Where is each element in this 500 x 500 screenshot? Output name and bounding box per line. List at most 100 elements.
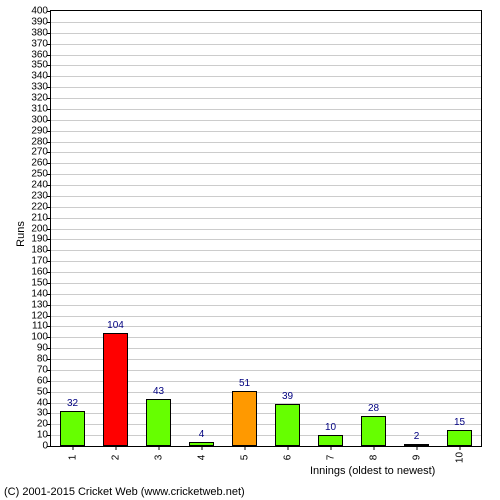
x-tick-label: 3: [153, 455, 164, 461]
x-tick-label: 7: [325, 455, 336, 461]
chart-container: 0102030405060708090100110120130140150160…: [0, 0, 500, 500]
gridline: [51, 142, 481, 143]
y-tick-label: 10: [37, 430, 48, 441]
y-tick-label: 100: [31, 332, 48, 343]
bar: [318, 435, 344, 446]
y-tick-label: 40: [37, 397, 48, 408]
gridline: [51, 185, 481, 186]
gridline: [51, 229, 481, 230]
x-tick-mark: [416, 446, 417, 450]
x-tick-mark: [158, 446, 159, 450]
x-tick-label: 6: [282, 455, 293, 461]
y-tick-label: 30: [37, 408, 48, 419]
y-tick-label: 330: [31, 82, 48, 93]
bar: [103, 333, 129, 446]
bar: [361, 416, 387, 446]
gridline: [51, 33, 481, 34]
bar-value-label: 32: [67, 398, 78, 409]
gridline: [51, 261, 481, 262]
bar-value-label: 28: [368, 403, 379, 414]
gridline: [51, 272, 481, 273]
bar: [447, 430, 473, 446]
gridline: [51, 65, 481, 66]
y-tick-label: 0: [42, 441, 48, 452]
gridline: [51, 239, 481, 240]
gridline: [51, 174, 481, 175]
gridline: [51, 196, 481, 197]
y-tick-label: 260: [31, 158, 48, 169]
bar-value-label: 4: [199, 429, 205, 440]
y-tick-label: 220: [31, 201, 48, 212]
x-tick-label: 9: [411, 455, 422, 461]
x-tick-mark: [244, 446, 245, 450]
bar: [60, 411, 86, 446]
y-tick-label: 110: [32, 321, 48, 332]
gridline: [51, 283, 481, 284]
bar: [146, 399, 172, 446]
x-tick-label: 1: [67, 455, 78, 461]
y-tick-label: 200: [31, 223, 48, 234]
gridline: [51, 120, 481, 121]
x-tick-mark: [330, 446, 331, 450]
gridline: [51, 218, 481, 219]
x-tick-mark: [72, 446, 73, 450]
y-tick-label: 280: [31, 136, 48, 147]
x-tick-label: 10: [454, 452, 465, 463]
y-tick-label: 190: [31, 234, 48, 245]
y-tick-label: 350: [31, 60, 48, 71]
y-tick-label: 270: [31, 147, 48, 158]
gridline: [51, 207, 481, 208]
bar: [232, 391, 258, 446]
gridline: [51, 131, 481, 132]
gridline: [51, 305, 481, 306]
y-tick-label: 250: [31, 169, 48, 180]
gridline: [51, 98, 481, 99]
y-tick-label: 300: [31, 114, 48, 125]
bar-value-label: 51: [239, 378, 250, 389]
y-tick-label: 70: [37, 364, 48, 375]
y-tick-label: 170: [31, 256, 48, 267]
y-tick-label: 290: [31, 125, 48, 136]
y-tick-label: 370: [31, 38, 48, 49]
gridline: [51, 163, 481, 164]
gridline: [51, 109, 481, 110]
gridline: [51, 294, 481, 295]
x-tick-mark: [115, 446, 116, 450]
gridline: [51, 55, 481, 56]
y-tick-label: 310: [31, 103, 48, 114]
x-tick-mark: [201, 446, 202, 450]
copyright-footer: (C) 2001-2015 Cricket Web (www.cricketwe…: [4, 486, 245, 498]
y-tick-label: 390: [31, 16, 48, 27]
y-tick-label: 140: [31, 288, 48, 299]
bar-value-label: 104: [107, 320, 124, 331]
gridline: [51, 250, 481, 251]
x-tick-mark: [459, 446, 460, 450]
x-tick-mark: [287, 446, 288, 450]
gridline: [51, 76, 481, 77]
bar-value-label: 43: [153, 386, 164, 397]
bar-value-label: 15: [454, 417, 465, 428]
y-axis-title: Runs: [15, 221, 27, 247]
y-tick-label: 120: [31, 310, 48, 321]
y-tick-label: 230: [31, 190, 48, 201]
y-tick-label: 60: [37, 375, 48, 386]
y-tick-label: 240: [31, 180, 48, 191]
y-tick-label: 360: [31, 49, 48, 60]
y-tick-label: 20: [37, 419, 48, 430]
y-tick-label: 210: [31, 212, 48, 223]
y-tick-label: 150: [31, 277, 48, 288]
y-tick-label: 380: [31, 27, 48, 38]
plot-area: 0102030405060708090100110120130140150160…: [50, 10, 482, 447]
y-tick-label: 400: [31, 6, 48, 17]
gridline: [51, 87, 481, 88]
y-tick-label: 90: [37, 343, 48, 354]
gridline: [51, 44, 481, 45]
x-tick-label: 5: [239, 455, 250, 461]
y-tick-label: 340: [31, 71, 48, 82]
x-tick-label: 2: [110, 455, 121, 461]
x-tick-mark: [373, 446, 374, 450]
gridline: [51, 152, 481, 153]
bar-value-label: 2: [414, 431, 420, 442]
y-tick-label: 180: [31, 245, 48, 256]
bar-value-label: 39: [282, 391, 293, 402]
